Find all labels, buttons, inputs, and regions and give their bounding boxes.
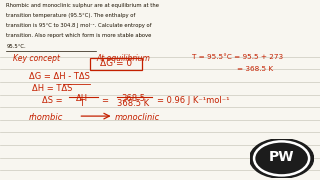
Text: Rhombic and monoclinic sulphur are at equilibrium at the: Rhombic and monoclinic sulphur are at eq… bbox=[6, 3, 159, 8]
Text: = 368.5 K: = 368.5 K bbox=[237, 66, 273, 72]
Text: 95.5°C.: 95.5°C. bbox=[6, 44, 26, 49]
Text: ΔG = ΔH - TΔS: ΔG = ΔH - TΔS bbox=[29, 72, 90, 81]
Text: ΔG = 0: ΔG = 0 bbox=[100, 59, 132, 68]
Text: 368.5 K: 368.5 K bbox=[117, 99, 149, 108]
Text: Key concept: Key concept bbox=[13, 54, 60, 63]
Text: T = 95.5°C = 95.5 + 273: T = 95.5°C = 95.5 + 273 bbox=[192, 54, 283, 60]
Text: =: = bbox=[101, 96, 108, 105]
Text: At equilibrium: At equilibrium bbox=[96, 54, 150, 63]
Text: monoclinic: monoclinic bbox=[115, 112, 160, 122]
Text: transition is 95°C to 304.8 J mol⁻¹. Calculate entropy of: transition is 95°C to 304.8 J mol⁻¹. Cal… bbox=[6, 23, 152, 28]
Text: transition temperature (95.5°C). The enthalpy of: transition temperature (95.5°C). The ent… bbox=[6, 13, 136, 18]
Circle shape bbox=[250, 139, 314, 178]
Text: 368.5: 368.5 bbox=[121, 94, 145, 103]
Text: rhombic: rhombic bbox=[29, 112, 63, 122]
Text: = 0.96 J K⁻¹mol⁻¹: = 0.96 J K⁻¹mol⁻¹ bbox=[157, 96, 229, 105]
Text: ΔS =: ΔS = bbox=[42, 96, 62, 105]
Text: PW: PW bbox=[269, 150, 294, 164]
Text: ΔH: ΔH bbox=[76, 94, 88, 103]
Text: transition. Also report which form is more stable above: transition. Also report which form is mo… bbox=[6, 33, 152, 39]
Text: T: T bbox=[79, 99, 84, 108]
Text: ΔH = TΔS: ΔH = TΔS bbox=[32, 84, 72, 93]
